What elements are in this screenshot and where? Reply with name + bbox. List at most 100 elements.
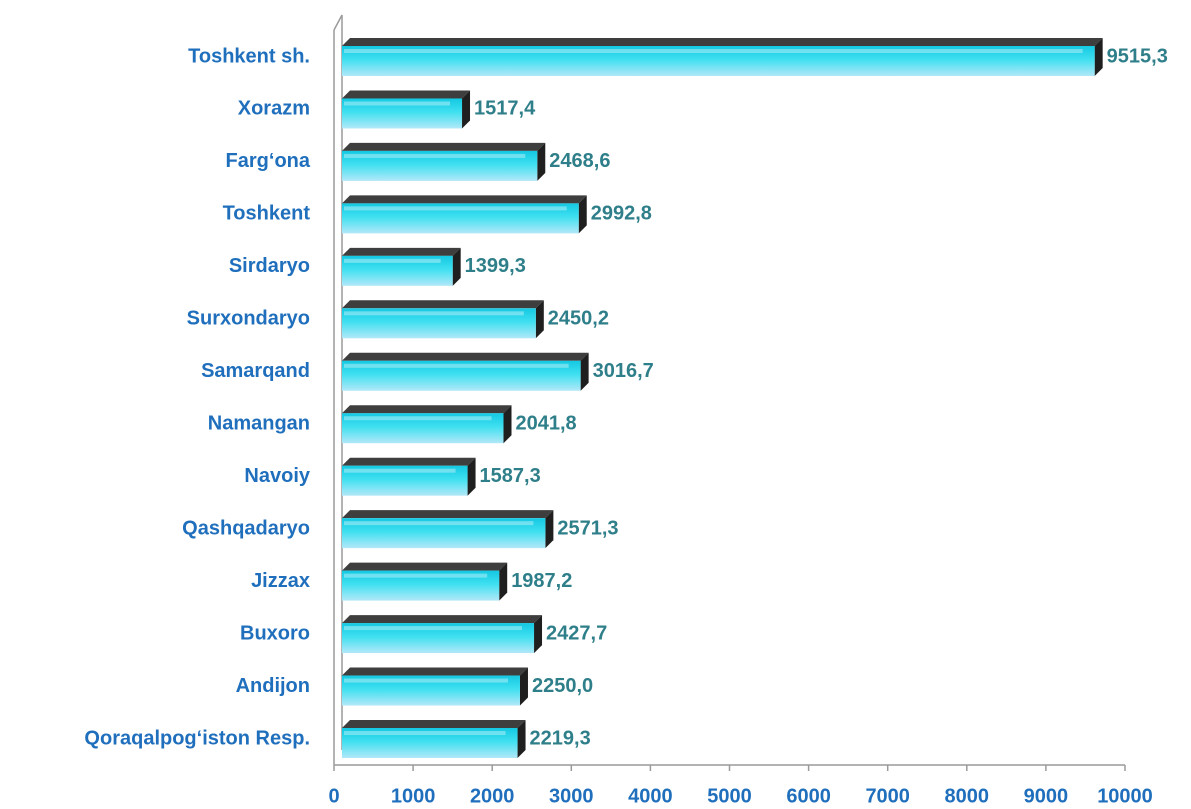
bar-top-face	[342, 667, 528, 676]
bar-top-face	[342, 720, 526, 728]
bar-highlight	[344, 731, 506, 735]
bar-highlight	[344, 626, 523, 631]
x-tick-label: 7000	[865, 785, 910, 807]
bar-top-face	[342, 405, 512, 414]
x-tick-label: 6000	[786, 785, 831, 807]
category-label: Buxoro	[240, 622, 310, 644]
bar-top-face	[342, 247, 461, 256]
bar-side-face	[535, 300, 544, 339]
bar	[342, 615, 543, 654]
category-label: Qashqadaryo	[182, 517, 310, 539]
category-label: Surxondaryo	[187, 308, 310, 330]
category-label: Xorazm	[238, 98, 310, 120]
bar	[342, 562, 508, 601]
bar-top-face	[342, 562, 508, 571]
bar-top-face	[342, 195, 587, 204]
value-label: 2571,3	[557, 517, 618, 539]
bar-side-face	[580, 352, 589, 391]
bar-top-face	[342, 38, 1103, 46]
value-label: 1587,3	[480, 465, 541, 487]
wall-top-edge	[333, 14, 343, 31]
category-label: Andijon	[236, 675, 310, 697]
bar	[342, 405, 512, 444]
bar-highlight	[344, 49, 1083, 53]
bar	[342, 195, 587, 234]
value-label: 2250,0	[532, 675, 593, 697]
bar-top-face	[342, 90, 471, 99]
category-label: Samarqand	[201, 360, 310, 382]
category-label: Qoraqalpog‘iston Resp.	[84, 727, 310, 749]
bar-front-face	[342, 465, 468, 496]
bar-front-face	[342, 413, 504, 444]
x-tick-label: 3000	[549, 785, 594, 807]
bar	[342, 300, 544, 339]
value-label: 9515,3	[1107, 45, 1168, 67]
value-label: 1517,4	[474, 98, 536, 120]
bar	[342, 247, 461, 286]
bar-highlight	[344, 311, 524, 316]
bar	[342, 90, 471, 129]
bar-front-face	[342, 360, 581, 391]
bar-highlight	[344, 678, 508, 683]
bar-side-face	[462, 90, 471, 129]
bar-highlight	[344, 101, 451, 106]
x-tick-label: 5000	[707, 785, 752, 807]
x-tick-label: 9000	[1024, 785, 1069, 807]
value-label: 2219,3	[530, 727, 591, 749]
bar-highlight	[344, 363, 569, 368]
bar-front-face	[342, 518, 546, 549]
value-label: 2041,8	[516, 413, 577, 435]
bar-highlight	[344, 416, 492, 421]
bar	[342, 510, 554, 549]
value-label: 3016,7	[593, 360, 654, 382]
bar	[342, 720, 526, 758]
bar	[342, 142, 546, 181]
bar-top-face	[342, 457, 476, 466]
bar	[342, 667, 528, 706]
bar	[342, 352, 589, 391]
bar-front-face	[342, 98, 463, 129]
category-label: Sirdaryo	[229, 255, 310, 277]
value-label: 1399,3	[465, 255, 526, 277]
x-tick-label: 1000	[391, 785, 436, 807]
bar-front-face	[342, 150, 538, 181]
category-label: Navoiy	[244, 465, 310, 487]
value-label: 2468,6	[549, 150, 610, 172]
bar-top-face	[342, 352, 589, 361]
value-label: 2427,7	[546, 622, 607, 644]
value-label: 2450,2	[548, 308, 609, 330]
bar-highlight	[344, 468, 456, 473]
bar-front-face	[342, 728, 518, 758]
bar-highlight	[344, 521, 534, 526]
value-label: 2992,8	[591, 203, 652, 225]
x-tick-label: 0	[328, 785, 339, 807]
bar-top-face	[342, 510, 554, 519]
x-tick-label: 2000	[470, 785, 515, 807]
category-label: Namangan	[208, 413, 310, 435]
bar-side-face	[503, 405, 512, 444]
category-label: Toshkent	[223, 203, 311, 225]
bar-highlight	[344, 573, 488, 578]
bar-front-face	[342, 308, 536, 339]
bar-side-face	[452, 247, 461, 286]
bar-top-face	[342, 142, 546, 151]
bar-front-face	[342, 255, 453, 286]
bar-highlight	[344, 258, 441, 263]
bar-side-face	[517, 720, 526, 758]
bar-front-face	[342, 675, 520, 706]
bar-side-face	[519, 667, 528, 706]
bar	[342, 38, 1103, 76]
bar-front-face	[342, 46, 1095, 76]
bar-side-face	[499, 562, 508, 601]
x-tick-label: 10000	[1097, 785, 1153, 807]
bar-front-face	[342, 203, 579, 234]
bar-side-face	[467, 457, 476, 496]
bar-side-face	[1094, 38, 1103, 76]
bar-side-face	[545, 510, 554, 549]
bar-side-face	[537, 142, 546, 181]
bar-side-face	[534, 615, 543, 654]
category-label: Farg‘ona	[226, 150, 311, 172]
bar	[342, 457, 476, 496]
bar-front-face	[342, 570, 500, 601]
